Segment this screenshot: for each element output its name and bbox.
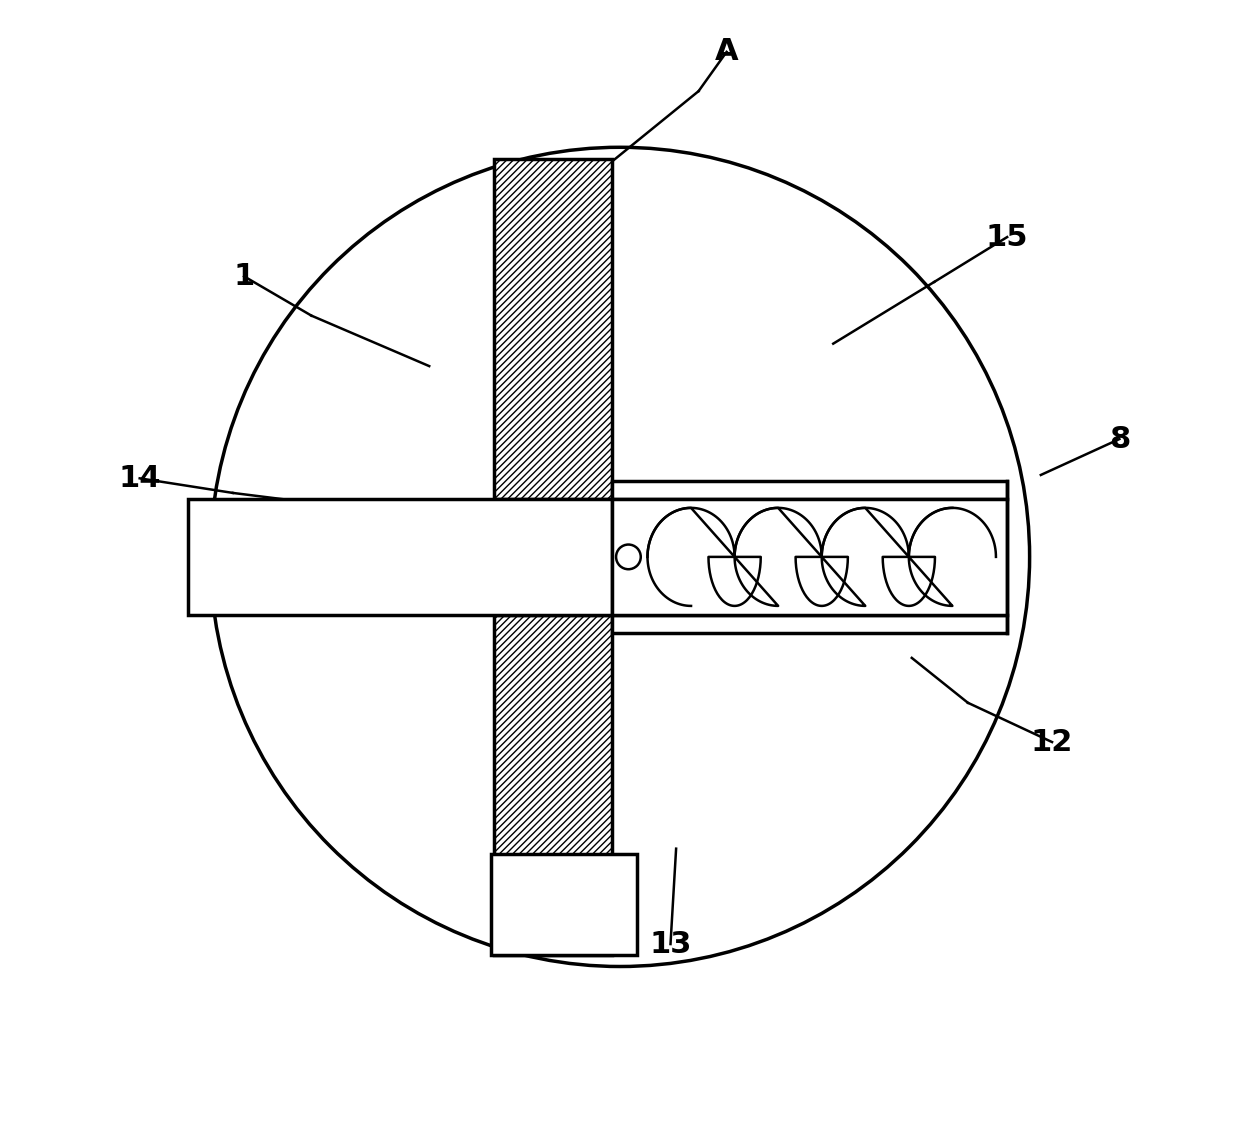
Text: 8: 8	[1109, 424, 1130, 453]
Text: 13: 13	[650, 929, 692, 958]
Bar	[494, 615, 611, 955]
Text: 1: 1	[233, 262, 254, 291]
Bar	[188, 498, 611, 615]
Bar	[491, 854, 637, 955]
Bar	[611, 498, 1007, 615]
Bar	[494, 159, 611, 498]
Text: 12: 12	[1030, 728, 1074, 756]
Bar	[494, 159, 611, 498]
Bar	[611, 615, 1007, 633]
Bar	[611, 480, 1007, 498]
Bar	[494, 615, 611, 955]
Text: A: A	[714, 37, 739, 66]
Text: 15: 15	[986, 223, 1028, 252]
Text: 14: 14	[119, 464, 161, 493]
